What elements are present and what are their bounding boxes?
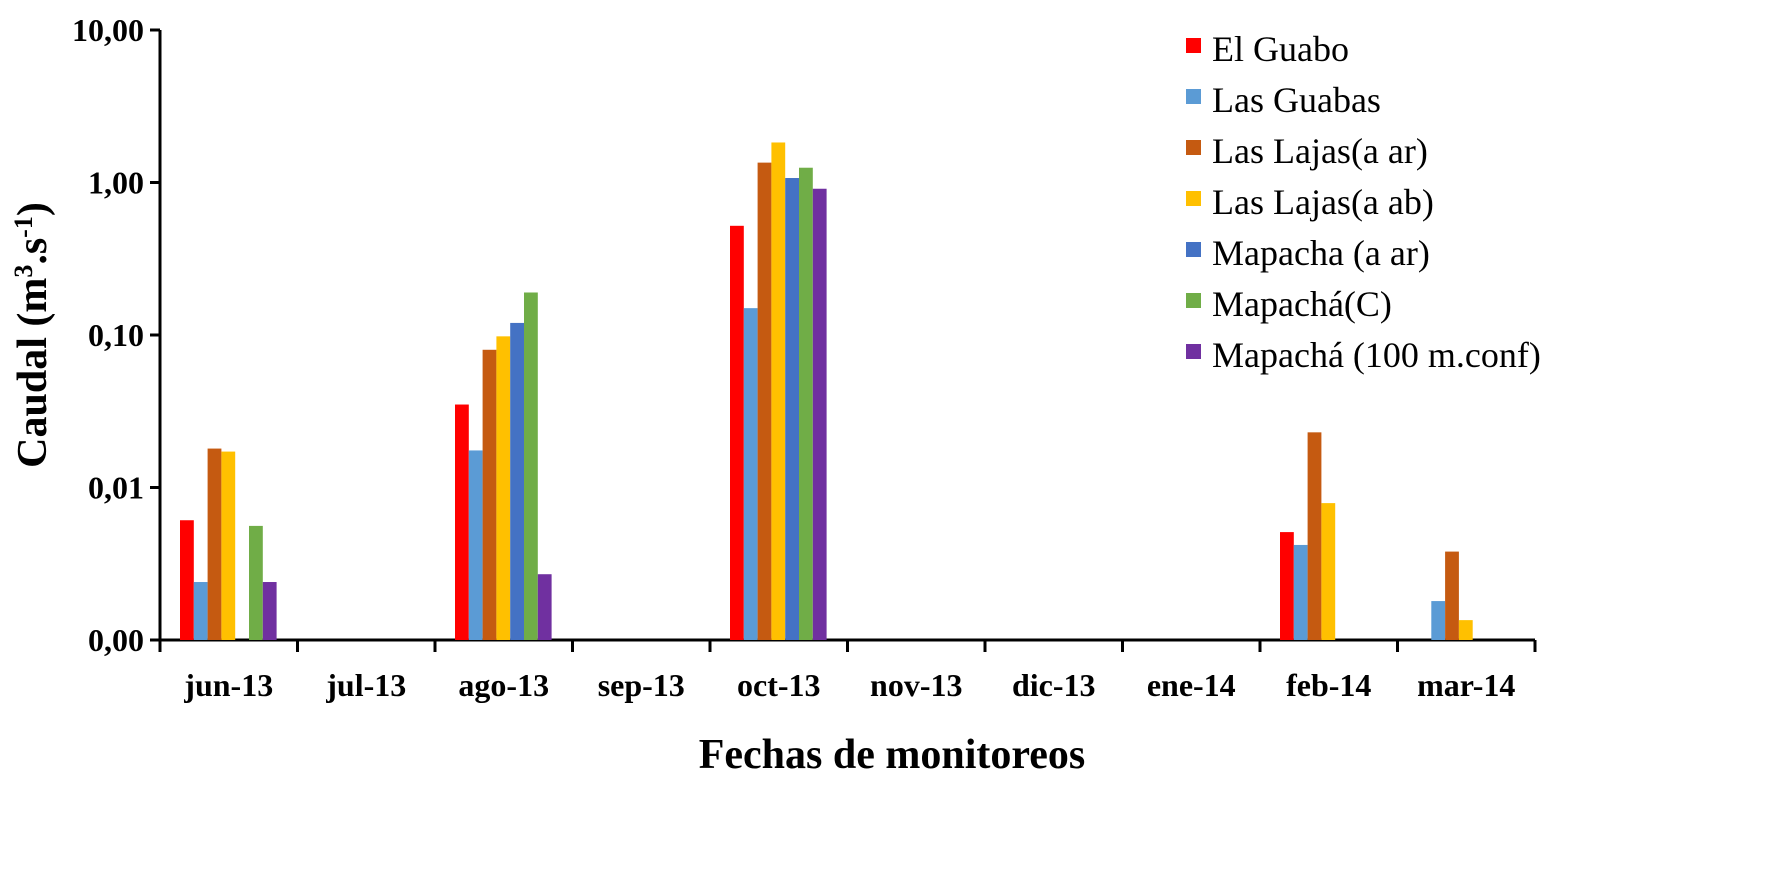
y-tick-label: 0,10 <box>88 317 144 353</box>
y-tick-label: 1,00 <box>88 165 144 201</box>
bar <box>455 404 469 640</box>
x-tick-label: jul-13 <box>325 667 406 703</box>
bar <box>1431 601 1446 640</box>
bar <box>771 142 786 641</box>
legend-swatch <box>1186 38 1201 53</box>
bar <box>262 582 277 640</box>
bar <box>207 448 222 640</box>
bar <box>1321 503 1336 640</box>
bar <box>730 225 744 640</box>
bar <box>496 336 511 640</box>
bar <box>537 574 552 640</box>
legend-swatch <box>1186 89 1201 104</box>
x-tick-label: mar-14 <box>1417 667 1515 703</box>
y-tick-label: 10,00 <box>72 12 144 48</box>
bar <box>249 525 263 640</box>
x-tick-label: ene-14 <box>1147 667 1236 703</box>
bar <box>757 162 772 641</box>
legend-label: Las Lajas(a ar) <box>1212 131 1428 171</box>
bar <box>1293 544 1308 640</box>
bar <box>180 520 194 640</box>
bar <box>785 178 799 640</box>
bar <box>482 349 497 640</box>
y-tick-label: 0,01 <box>88 470 144 506</box>
bar <box>221 451 236 640</box>
x-tick-label: jun-13 <box>183 667 273 703</box>
legend-label: Las Guabas <box>1212 80 1381 120</box>
bar <box>812 188 827 640</box>
x-axis-title: Fechas de monitoreos <box>699 732 1086 778</box>
x-tick-label: dic-13 <box>1012 667 1096 703</box>
legend-label: Las Lajas(a ab) <box>1212 182 1434 222</box>
x-tick-label: nov-13 <box>870 667 962 703</box>
bar <box>1445 551 1459 640</box>
legend-label: El Guabo <box>1212 29 1349 69</box>
y-tick-label: 0,00 <box>88 622 144 658</box>
bar <box>799 167 813 640</box>
x-tick-label: feb-14 <box>1286 667 1371 703</box>
legend-label: Mapachá(C) <box>1212 284 1392 324</box>
bar <box>524 292 538 640</box>
bar <box>468 450 483 640</box>
bar <box>193 582 208 640</box>
x-tick-label: sep-13 <box>598 667 685 703</box>
x-ticks: jun-13 jul-13 ago-13 sep-13 oct-13 nov-13 dic-… <box>158 640 1537 703</box>
bars <box>180 142 1473 641</box>
y-ticks: 0,00 0,01 0,10 1,00 10,00 <box>72 12 160 658</box>
legend-swatch <box>1186 140 1201 155</box>
bar <box>1458 620 1473 640</box>
legend-label: Mapachá (100 m.conf) <box>1212 335 1541 375</box>
x-tick-label: oct-13 <box>737 667 821 703</box>
y-axis-title: Caudal (m3.s-1) <box>9 202 56 468</box>
legend-swatch <box>1186 242 1201 257</box>
legend-label: Mapacha (a ar) <box>1212 233 1430 273</box>
bar <box>1307 432 1322 640</box>
x-tick-label: ago-13 <box>458 667 549 703</box>
legend: El Guabo Las Guabas Las Lajas(a ar) Las Laj… <box>1186 29 1541 375</box>
bar <box>1280 532 1294 640</box>
legend-swatch <box>1186 344 1201 359</box>
bar <box>510 322 524 640</box>
bar <box>743 308 758 640</box>
legend-swatch <box>1186 293 1201 308</box>
legend-swatch <box>1186 191 1201 206</box>
